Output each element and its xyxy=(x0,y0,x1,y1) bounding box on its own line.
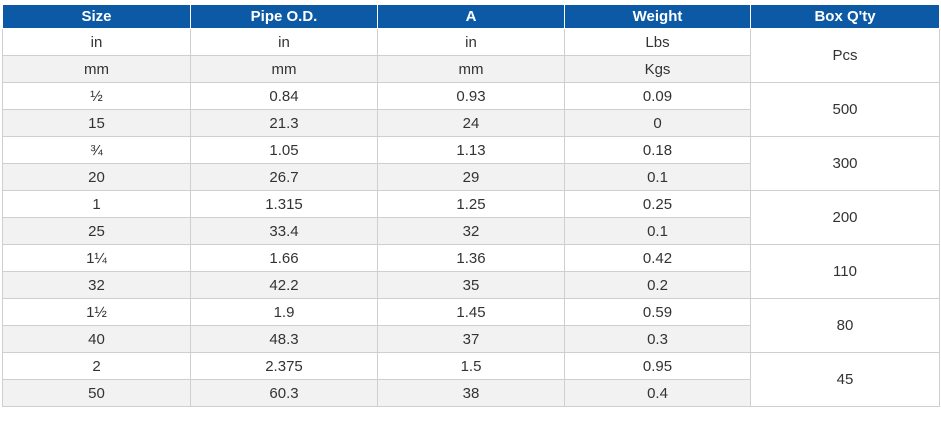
box-qty-cell: 110 xyxy=(750,244,940,299)
table-row: 50 60.3 38 0.4 xyxy=(2,379,940,407)
table-row: 40 48.3 37 0.3 xyxy=(2,325,940,353)
a-cell: 1.5 xyxy=(377,352,565,380)
weight-cell: 0.4 xyxy=(564,379,751,407)
table-row: ¾ 1.05 1.13 0.18 300 xyxy=(2,136,940,191)
unit-weight: Lbs xyxy=(564,28,751,56)
table-row: ½ 0.84 0.93 0.09 500 xyxy=(2,82,940,137)
pipe-od-cell: 1.315 xyxy=(190,190,378,218)
unit-pipe-od: mm xyxy=(190,55,378,83)
size-cell: ¾ xyxy=(2,136,191,164)
weight-cell: 0.3 xyxy=(564,325,751,353)
size-cell: 1½ xyxy=(2,298,191,326)
a-cell: 1.45 xyxy=(377,298,565,326)
a-cell: 32 xyxy=(377,217,565,245)
size-cell: 50 xyxy=(2,379,191,407)
table-row: 1 1.315 1.25 0.25 200 xyxy=(2,190,940,245)
header-row: Size Pipe O.D. A Weight Box Q'ty xyxy=(2,4,940,29)
pipe-od-cell: 26.7 xyxy=(190,163,378,191)
unit-weight: Kgs xyxy=(564,55,751,83)
pipe-od-cell: 1.05 xyxy=(190,136,378,164)
box-qty-cell: 500 xyxy=(750,82,940,137)
a-cell: 29 xyxy=(377,163,565,191)
size-cell: 25 xyxy=(2,217,191,245)
table-row: 1½ 1.9 1.45 0.59 80 xyxy=(2,298,940,353)
pipe-od-cell: 2.375 xyxy=(190,352,378,380)
a-cell: 1.36 xyxy=(377,244,565,272)
header-weight: Weight xyxy=(564,4,751,29)
pipe-od-cell: 48.3 xyxy=(190,325,378,353)
size-cell: 20 xyxy=(2,163,191,191)
size-cell: 32 xyxy=(2,271,191,299)
header-pipe-od: Pipe O.D. xyxy=(190,4,378,29)
header-size: Size xyxy=(2,4,191,29)
table-row: 1¼ 1.66 1.36 0.42 110 xyxy=(2,244,940,299)
weight-cell: 0.2 xyxy=(564,271,751,299)
pipe-od-cell: 21.3 xyxy=(190,109,378,137)
box-qty-cell: 300 xyxy=(750,136,940,191)
unit-pipe-od: in xyxy=(190,28,378,56)
weight-cell: 0.18 xyxy=(564,136,751,164)
table-row: 2 2.375 1.5 0.95 45 xyxy=(2,352,940,407)
a-cell: 1.25 xyxy=(377,190,565,218)
pipe-od-cell: 42.2 xyxy=(190,271,378,299)
weight-cell: 0.25 xyxy=(564,190,751,218)
size-cell: 1 xyxy=(2,190,191,218)
pipe-od-cell: 1.9 xyxy=(190,298,378,326)
a-cell: 1.13 xyxy=(377,136,565,164)
size-cell: 15 xyxy=(2,109,191,137)
unit-size: in xyxy=(2,28,191,56)
weight-cell: 0.42 xyxy=(564,244,751,272)
unit-box-qty: Pcs xyxy=(750,28,940,83)
pipe-od-cell: 60.3 xyxy=(190,379,378,407)
pipe-od-cell: 33.4 xyxy=(190,217,378,245)
table-row: 32 42.2 35 0.2 xyxy=(2,271,940,299)
a-cell: 0.93 xyxy=(377,82,565,110)
unit-size: mm xyxy=(2,55,191,83)
weight-cell: 0.95 xyxy=(564,352,751,380)
pipe-od-cell: 0.84 xyxy=(190,82,378,110)
unit-a: mm xyxy=(377,55,565,83)
a-cell: 37 xyxy=(377,325,565,353)
box-qty-cell: 200 xyxy=(750,190,940,245)
weight-cell: 0 xyxy=(564,109,751,137)
units-row-mm: mm mm mm Kgs xyxy=(2,55,940,83)
header-a: A xyxy=(377,4,565,29)
box-qty-cell: 80 xyxy=(750,298,940,353)
box-qty-cell: 45 xyxy=(750,352,940,407)
pipe-od-cell: 1.66 xyxy=(190,244,378,272)
size-cell: ½ xyxy=(2,82,191,110)
table-row: 15 21.3 24 0 xyxy=(2,109,940,137)
header-box-qty: Box Q'ty xyxy=(750,4,940,29)
spec-table: Size Pipe O.D. A Weight Box Q'ty in in i… xyxy=(2,4,940,407)
a-cell: 35 xyxy=(377,271,565,299)
weight-cell: 0.09 xyxy=(564,82,751,110)
size-cell: 1¼ xyxy=(2,244,191,272)
weight-cell: 0.1 xyxy=(564,163,751,191)
units-row-in: in in in Lbs Pcs xyxy=(2,28,940,83)
weight-cell: 0.59 xyxy=(564,298,751,326)
weight-cell: 0.1 xyxy=(564,217,751,245)
unit-a: in xyxy=(377,28,565,56)
a-cell: 24 xyxy=(377,109,565,137)
size-cell: 40 xyxy=(2,325,191,353)
a-cell: 38 xyxy=(377,379,565,407)
size-cell: 2 xyxy=(2,352,191,380)
